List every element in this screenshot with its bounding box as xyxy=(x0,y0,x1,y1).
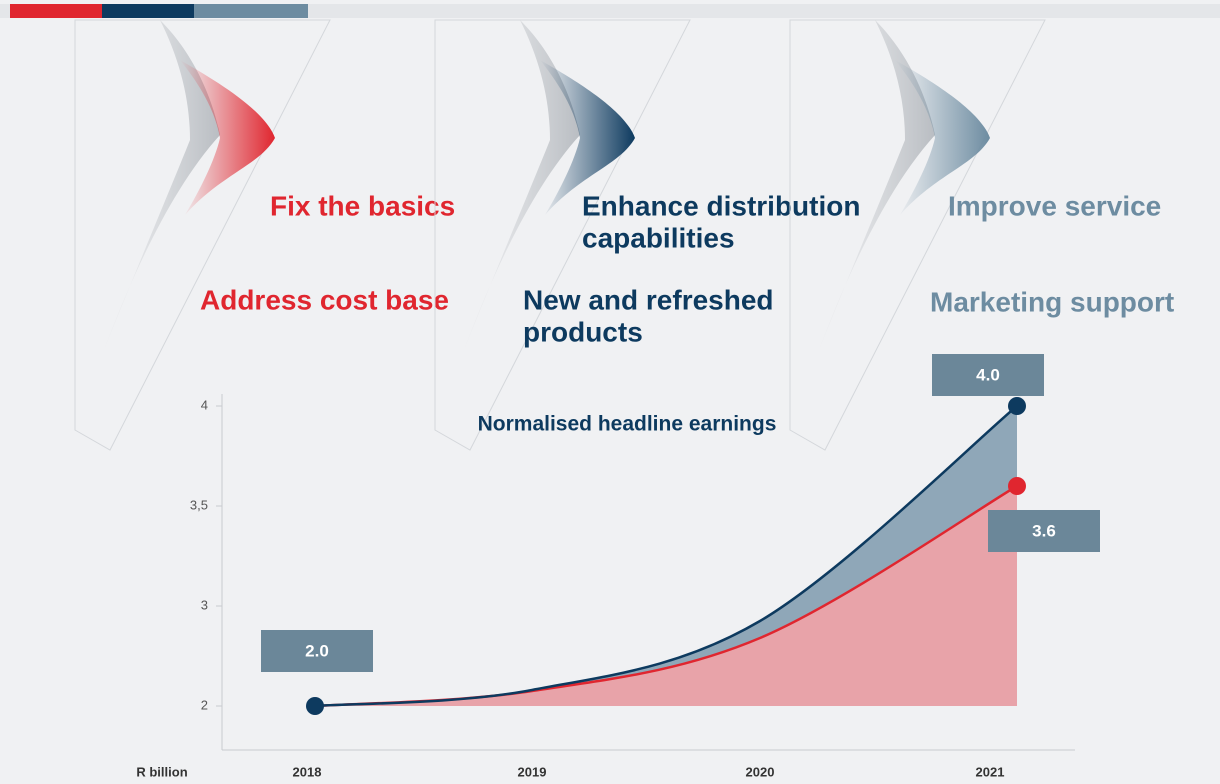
pillar-item: products xyxy=(523,316,643,347)
pillar-item: Fix the basics xyxy=(270,190,455,221)
x-tick-label: 2021 xyxy=(976,764,1005,779)
pillar-item: Enhance distribution xyxy=(582,190,860,221)
page: Fix the basics Address cost base Enhance d… xyxy=(0,0,1220,784)
point xyxy=(306,697,324,715)
slide: Fix the basics Address cost base Enhance d… xyxy=(0,0,1220,784)
pillar-item: New and refreshed xyxy=(523,284,774,315)
data-label: 4.0 xyxy=(976,365,1000,384)
point xyxy=(1008,477,1026,495)
pillar-item: Address cost base xyxy=(200,284,449,315)
top-bar-grey xyxy=(194,4,308,18)
y-tick-label: 3,5 xyxy=(190,497,208,512)
top-bar-red xyxy=(10,4,102,18)
y-axis-label: R billion xyxy=(136,764,187,779)
y-tick-label: 3 xyxy=(201,597,208,612)
x-tick-label: 2020 xyxy=(746,764,775,779)
top-bar-navy xyxy=(102,4,194,18)
data-label: 2.0 xyxy=(305,641,329,660)
x-tick-label: 2018 xyxy=(293,764,322,779)
pillar-item: capabilities xyxy=(582,222,735,253)
x-tick-label: 2019 xyxy=(518,764,547,779)
pillar-item: Improve service xyxy=(948,190,1161,221)
y-tick-label: 4 xyxy=(201,397,208,412)
data-label: 3.6 xyxy=(1032,521,1056,540)
pillar-item: Marketing support xyxy=(930,286,1174,317)
chart-title: Normalised headline earnings xyxy=(478,413,777,436)
point xyxy=(1008,397,1026,415)
y-tick-label: 2 xyxy=(201,697,208,712)
